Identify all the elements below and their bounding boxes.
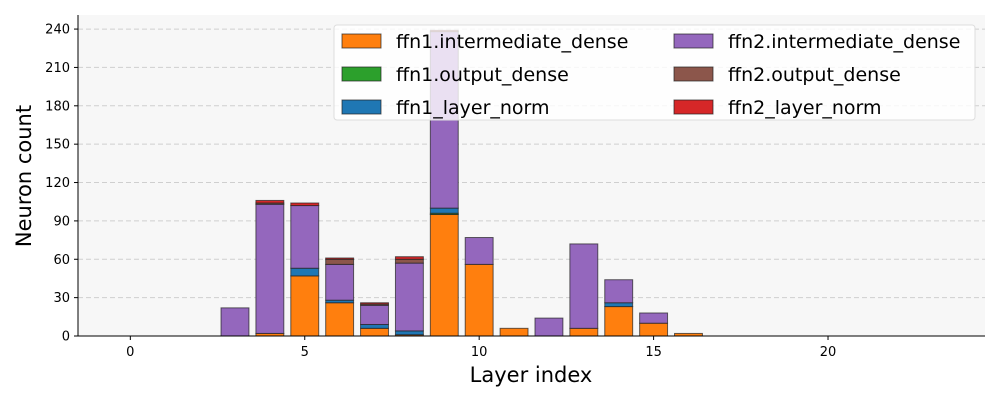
y-tick-label: 90 xyxy=(53,214,70,229)
bar-segment xyxy=(639,322,669,337)
y-tick-label: 120 xyxy=(45,176,70,191)
bar-segment xyxy=(429,207,459,214)
x-axis-label: Layer index xyxy=(470,363,593,387)
bar-segment xyxy=(325,302,355,337)
bar-segment xyxy=(639,312,669,324)
bar-segment xyxy=(569,243,599,329)
legend-swatch xyxy=(673,99,714,115)
legend-box xyxy=(333,24,976,121)
bar-segment xyxy=(290,202,320,207)
bar-segment xyxy=(394,258,424,264)
y-tick-label: 210 xyxy=(45,61,70,76)
legend-label: ffn1.intermediate_dense xyxy=(396,31,628,53)
legend-swatch xyxy=(341,99,382,115)
x-tick-label: 10 xyxy=(471,345,488,360)
legend-swatch xyxy=(341,33,382,49)
bar-segment xyxy=(290,267,320,277)
bar-segment xyxy=(220,307,250,337)
bar-segment xyxy=(325,258,355,265)
legend-label: ffn2_layer_norm xyxy=(728,97,882,119)
bar-segment xyxy=(394,256,424,260)
bar-segment xyxy=(604,279,634,304)
bar-segment xyxy=(429,214,459,337)
x-tick-label: 5 xyxy=(301,345,309,360)
bar-segment xyxy=(464,263,494,337)
bar-segment xyxy=(604,306,634,337)
axes: 0 30 60 90 120 150 180 210 240 0 5 10 15 20 xyxy=(45,15,985,360)
bar-segment xyxy=(255,199,285,204)
y-tick-label: 60 xyxy=(53,253,70,268)
bar-segment xyxy=(290,205,320,269)
bar-segment xyxy=(394,330,424,336)
bar-segment xyxy=(569,327,599,337)
x-tick-label: 20 xyxy=(820,345,837,360)
x-tick-label: 0 xyxy=(126,345,134,360)
bar-segment xyxy=(360,327,389,337)
y-tick-label: 240 xyxy=(45,23,70,38)
bar-segment xyxy=(499,327,529,337)
bar-segment xyxy=(360,302,389,305)
y-tick-label: 30 xyxy=(53,291,70,306)
y-axis-label: Neuron count xyxy=(12,105,36,247)
legend-swatch xyxy=(341,66,382,82)
bar-segment xyxy=(534,317,564,337)
y-tick-label: 180 xyxy=(45,99,70,114)
legend: ffn1.intermediate_dense ffn1.output_dense… xyxy=(333,24,976,121)
bar-segment xyxy=(255,203,285,334)
bar-segment xyxy=(464,237,494,265)
bar-segment xyxy=(360,304,389,325)
bar-segment xyxy=(360,323,389,329)
legend-label: ffn2.intermediate_dense xyxy=(728,31,960,53)
legend-label: ffn2.output_dense xyxy=(728,64,901,86)
x-tick-label: 15 xyxy=(645,345,662,360)
bar-segment xyxy=(290,275,320,337)
bar-segment xyxy=(325,257,355,260)
bar-segment xyxy=(604,302,634,308)
bar-segment xyxy=(325,263,355,301)
bar-segment xyxy=(394,262,424,332)
legend-label: ffn1_layer_norm xyxy=(396,97,550,119)
legend-label: ffn1.output_dense xyxy=(396,64,569,86)
y-tick-label: 150 xyxy=(45,138,70,153)
legend-swatch xyxy=(673,66,714,82)
legend-swatch xyxy=(673,33,714,49)
y-tick-label: 0 xyxy=(62,330,70,345)
